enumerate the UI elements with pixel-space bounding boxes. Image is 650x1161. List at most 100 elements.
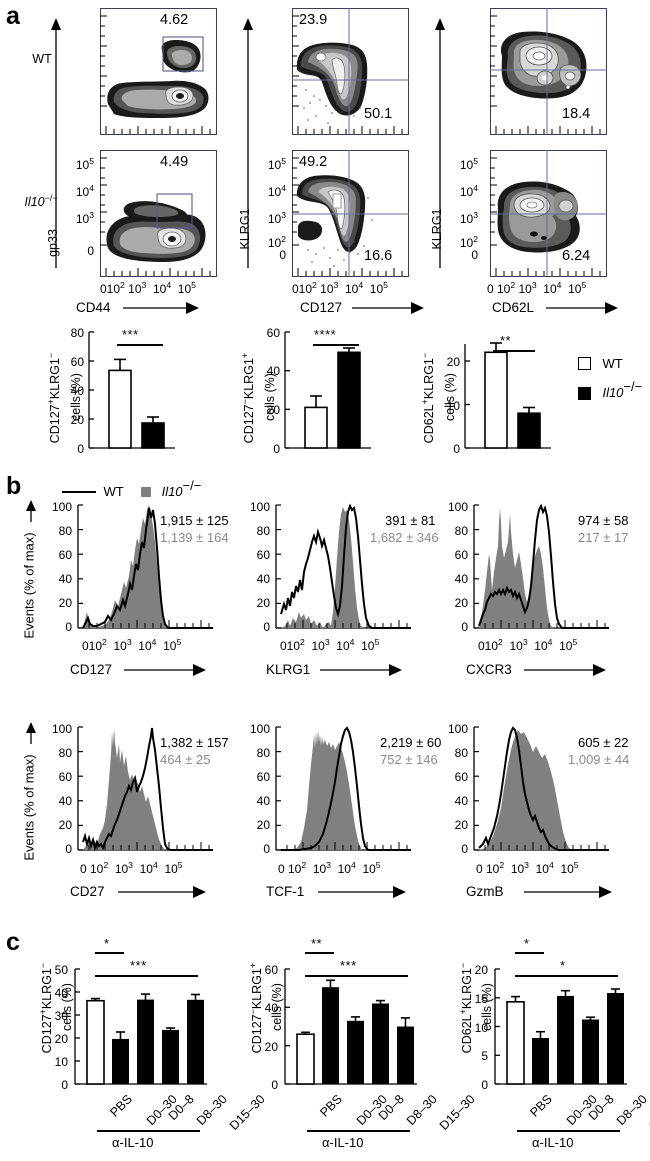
- flowplot-klrg1-cd127-ko[interactable]: [292, 150, 409, 277]
- legend-b-label-wt: WT: [103, 484, 124, 500]
- panel-b-letter: b: [6, 472, 22, 500]
- bar-chart-c-cd127neg-klrg1pos[interactable]: [281, 967, 421, 1093]
- gp33-ytick-1e4: 104: [75, 183, 94, 199]
- c1-sig-line-bottom: [95, 975, 198, 977]
- bar-chart-c-cd127pos-klrg1neg[interactable]: [71, 967, 211, 1093]
- quad-value-ul-klrg1-cd127-wt: 23.9: [299, 12, 328, 28]
- b4-ytick-80: 80: [58, 746, 72, 760]
- events-axis-arrow-row1: [26, 500, 36, 522]
- b5-ytick-100: 100: [249, 722, 270, 736]
- histogram-tcf1[interactable]: [273, 724, 413, 856]
- legend-label-ko: Il10: [602, 385, 624, 401]
- bar2-ytick-0: 0: [273, 442, 280, 456]
- b4-ytick-100: 100: [51, 722, 72, 736]
- bar1-ytick-40: 40: [70, 384, 84, 398]
- flowplot-klrg1-cd62l-wt[interactable]: [490, 8, 607, 135]
- bar1-ytick-60: 60: [70, 355, 84, 369]
- legend-square-black: [578, 386, 591, 400]
- histogram-cxcr3[interactable]: [471, 502, 611, 634]
- bar-chart-c-cd62lpos-klrg1neg[interactable]: [491, 967, 631, 1093]
- klrg1-ytick-1e5-a: 105: [267, 156, 286, 172]
- b1-xticks: 0102 103 104 105: [82, 637, 182, 653]
- c2-significance-top: **: [311, 936, 323, 951]
- panel-a-letter: a: [6, 2, 20, 30]
- flowplot-klrg1-cd62l-ko[interactable]: [490, 150, 607, 277]
- mfi-wt-tcf1: 2,219 ± 60: [380, 735, 442, 750]
- xtick-labels-cd62l: 0 102 103 104 105: [487, 280, 587, 296]
- bar1-sig-line: [117, 344, 163, 346]
- mfi-ko-cd127: 1,139 ± 164: [160, 530, 229, 545]
- c2-ytick-20: 20: [264, 1040, 278, 1054]
- b3-ytick-40: 40: [454, 572, 468, 586]
- legend-square-white: [578, 357, 591, 371]
- legend-square-gray: [141, 487, 152, 498]
- klrg1-ytick-0-b: 0: [471, 248, 478, 262]
- c1-cat-pbs: PBS: [107, 1092, 135, 1120]
- b5-ytick-40: 40: [256, 794, 270, 808]
- b2-ytick-100: 100: [249, 500, 270, 514]
- histogram-klrg1[interactable]: [273, 502, 413, 634]
- c2-treatment-bracket: [307, 1130, 410, 1132]
- flowplot-gp33-cd44-ko[interactable]: [100, 150, 217, 277]
- b2-xticks: 0102 103 104 105: [280, 637, 380, 653]
- b4-xticks: 0 102 103 104 105: [80, 860, 183, 876]
- b1-ytick-40: 40: [58, 572, 72, 586]
- legend-panel-b-wt: WT Il10−/−: [62, 478, 201, 501]
- quad-value-lr-klrg1-cd62l-ko: 6.24: [562, 248, 591, 264]
- histogram-cd127[interactable]: [75, 502, 215, 634]
- c3-significance-top: *: [524, 936, 530, 951]
- b3-ytick-100: 100: [447, 500, 468, 514]
- mfi-wt-klrg1: 391 ± 81: [385, 513, 436, 528]
- histogram-cd27[interactable]: [75, 724, 215, 856]
- flowplot-gp33-cd44-wt[interactable]: [100, 8, 217, 135]
- c3-ytick-0: 0: [481, 1078, 488, 1092]
- bar2-ylabel-line1: CD127−KLRG1+: [239, 352, 257, 444]
- cd62l-axis-arrow: [546, 302, 618, 314]
- c3-cat-d8-30: D8–30: [613, 1092, 650, 1128]
- xtick-labels-cd44: 0102 103 104 105: [100, 280, 196, 296]
- b-cd27-arrow: [118, 886, 206, 898]
- mfi-wt-gzmb: 605 ± 22: [578, 735, 629, 750]
- c2-sig-line-top: [305, 952, 334, 954]
- bar1-ytick-20: 20: [70, 413, 84, 427]
- c3-ytick-15: 15: [474, 992, 488, 1006]
- b3-xticks: 0102 103 104 105: [478, 637, 578, 653]
- b5-ytick-0: 0: [263, 842, 270, 856]
- bar3-ytick-0: 0: [453, 442, 460, 456]
- b3-ytick-0: 0: [461, 620, 468, 634]
- c1-treatment-label: α-IL-10: [112, 1135, 154, 1150]
- klrg1-ytick-1e2-b: 102: [459, 234, 478, 250]
- histogram-gzmb[interactable]: [471, 724, 611, 856]
- c2-sig-line-bottom: [305, 975, 408, 977]
- b-row2-ylabel: Events (% of max): [21, 754, 37, 861]
- mfi-ko-klrg1: 1,682 ± 346: [370, 530, 439, 545]
- b1-ytick-100: 100: [51, 500, 72, 514]
- bar2-ytick-40: 40: [266, 364, 280, 378]
- y-axis-label-klrg1-1: KLRG1: [238, 208, 252, 250]
- bar2-ytick-60: 60: [266, 326, 280, 340]
- mfi-wt-cxcr3: 974 ± 58: [578, 513, 629, 528]
- b1-ytick-0: 0: [65, 620, 72, 634]
- b6-ytick-0: 0: [461, 842, 468, 856]
- b6-ytick-80: 80: [454, 746, 468, 760]
- legend-b-label-ko: Il10: [161, 484, 183, 500]
- c1-treatment-bracket: [97, 1130, 200, 1132]
- bar3-sig-line: [493, 350, 535, 352]
- flowplot-klrg1-cd127-wt[interactable]: [292, 8, 409, 135]
- b6-ytick-20: 20: [454, 818, 468, 832]
- klrg1-ytick-1e3-b: 103: [459, 210, 478, 226]
- c1-ytick-20: 20: [54, 1032, 68, 1046]
- bar-chart-cd127neg-klrg1pos[interactable]: [283, 330, 378, 455]
- b2-ytick-40: 40: [256, 572, 270, 586]
- cd44-axis-arrow: [123, 302, 199, 314]
- bar-chart-cd127pos-klrg1neg[interactable]: [87, 330, 182, 455]
- c2-ytick-40: 40: [264, 1001, 278, 1015]
- b-gzmb-arrow: [524, 886, 612, 898]
- mfi-ko-gzmb: 1,009 ± 44: [568, 752, 630, 767]
- c3-ytick-5: 5: [481, 1049, 488, 1063]
- y-axis-label-klrg1-2: KLRG1: [430, 208, 444, 250]
- b-cxcr3-arrow: [524, 664, 606, 676]
- legend-panel-a-ko: Il10−/−: [578, 379, 642, 402]
- bar-chart-cd62lpos-klrg1neg[interactable]: [463, 330, 558, 455]
- x-axis-label-cd127: CD127: [300, 300, 343, 315]
